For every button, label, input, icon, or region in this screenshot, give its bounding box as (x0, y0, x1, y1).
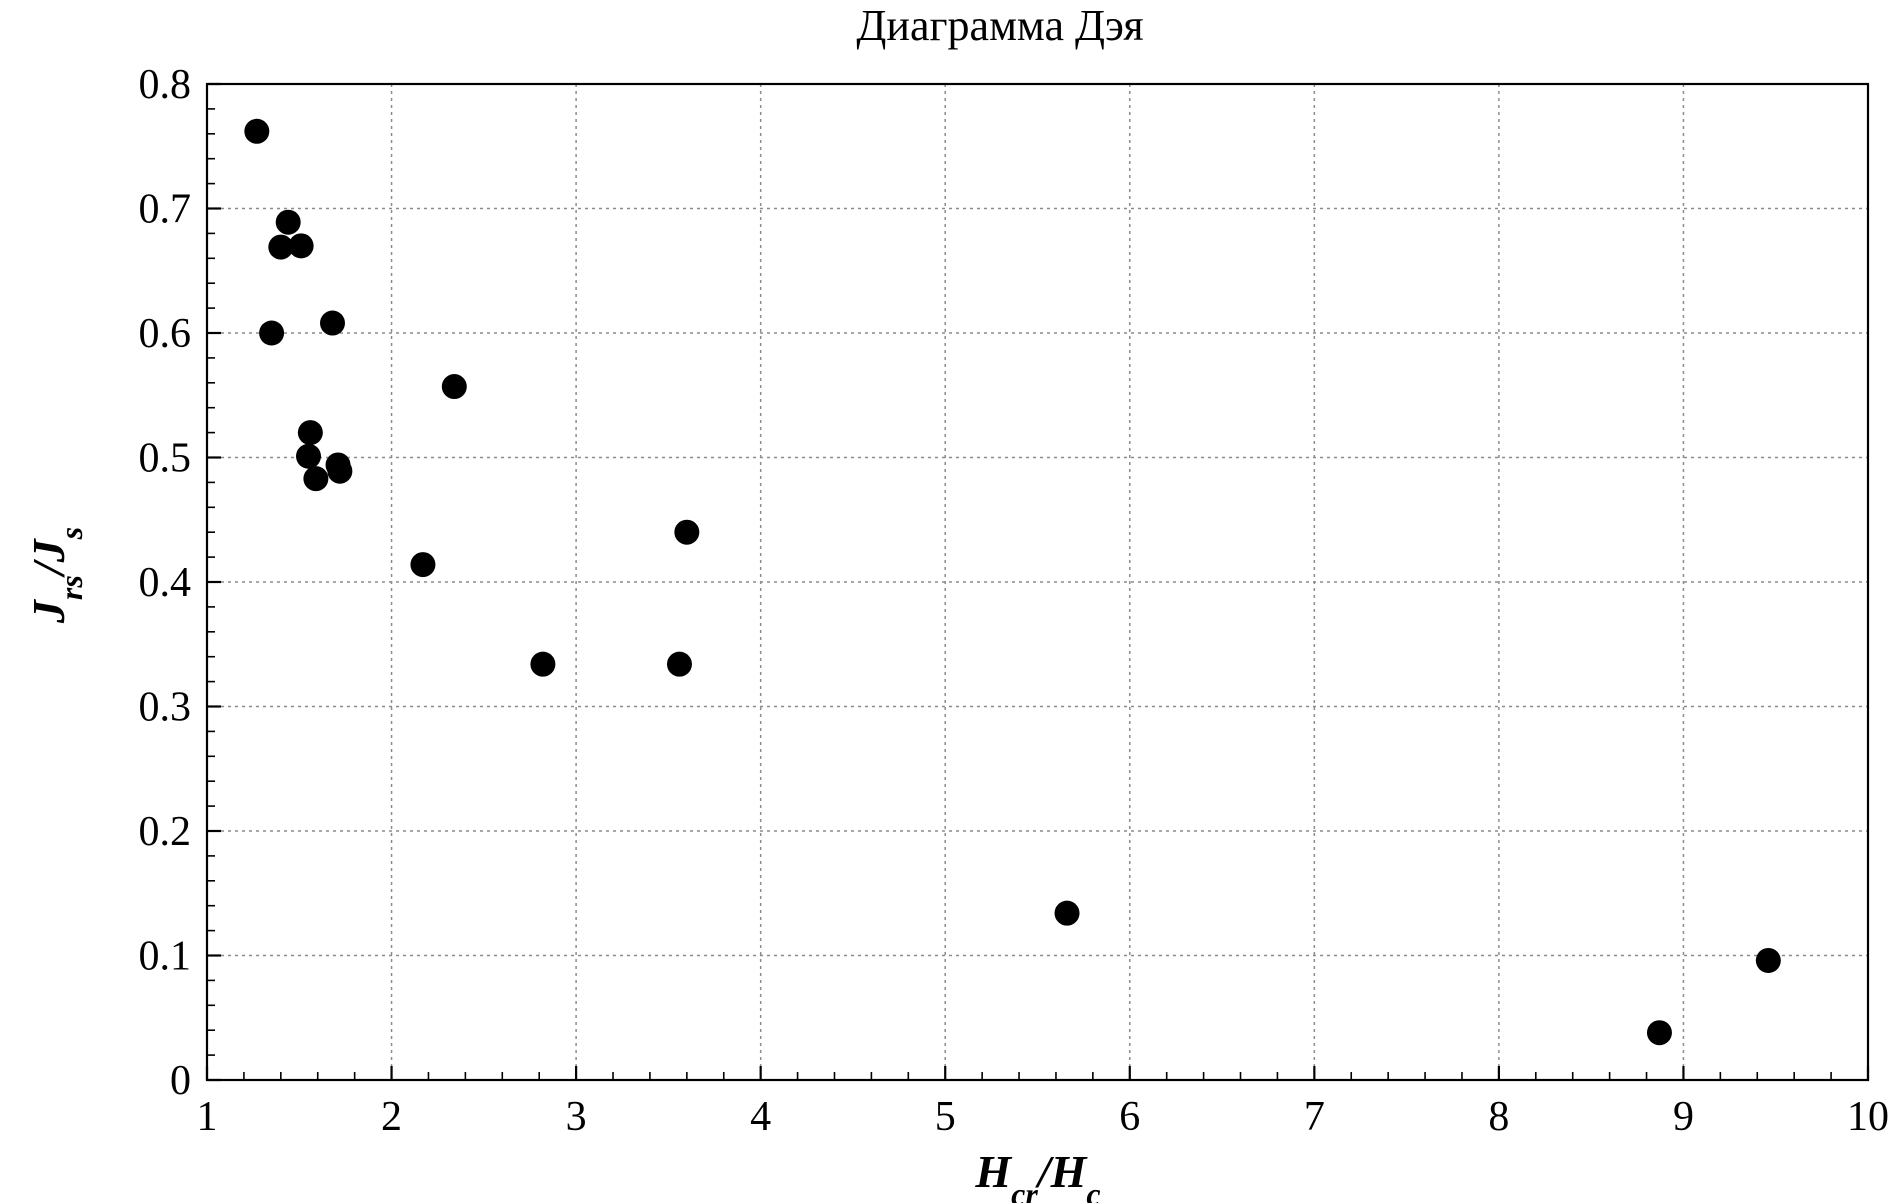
data-point (297, 420, 323, 446)
x-tick-label: 7 (1304, 1094, 1325, 1140)
x-axis-label: Hcr/Hc (974, 1146, 1100, 1203)
y-tick-label: 0.3 (139, 685, 192, 731)
y-axis-label: Jrs/Js (23, 527, 89, 624)
data-point (674, 519, 700, 545)
chart-title: Диаграмма Дэя (856, 1, 1143, 50)
x-tick-label: 5 (935, 1094, 956, 1140)
x-tick-label: 10 (1847, 1094, 1889, 1140)
data-point (1755, 947, 1781, 973)
y-tick-label: 0.1 (139, 934, 192, 980)
data-point (319, 310, 345, 336)
x-tick-label: 4 (750, 1094, 771, 1140)
data-point (275, 209, 301, 235)
x-tick-label: 6 (1119, 1094, 1140, 1140)
x-tick-label: 9 (1673, 1094, 1694, 1140)
x-tick-label: 1 (197, 1094, 218, 1140)
x-tick-labels: 1 2 3 4 5 6 7 8 9 10 (197, 1094, 1890, 1140)
y-tick-label: 0.5 (139, 436, 192, 482)
y-tick-label: 0.6 (139, 311, 192, 357)
data-point (288, 233, 314, 259)
data-point (259, 320, 285, 346)
data-point (268, 234, 294, 260)
y-tick-label: 0 (170, 1058, 191, 1104)
axis-ticks (205, 82, 1870, 1082)
y-tick-label: 0.8 (139, 62, 192, 108)
data-point (327, 458, 353, 484)
data-point (303, 466, 329, 492)
y-tick-labels: 0 0.1 0.2 0.3 0.4 0.5 0.6 0.7 0.8 (139, 62, 192, 1104)
y-tick-label: 0.7 (139, 187, 192, 233)
x-tick-label: 3 (566, 1094, 587, 1140)
data-point (1054, 900, 1080, 926)
x-tick-label: 8 (1488, 1094, 1509, 1140)
y-tick-label: 0.2 (139, 809, 192, 855)
data-point (530, 651, 556, 677)
plot-frame (205, 82, 1870, 1082)
data-point (244, 118, 270, 144)
scatter-points (244, 118, 1781, 1046)
data-point (1646, 1020, 1672, 1046)
data-point (441, 374, 467, 400)
data-point (410, 552, 436, 578)
y-tick-label: 0.4 (139, 560, 192, 606)
data-point (666, 651, 692, 677)
x-tick-label: 2 (381, 1094, 402, 1140)
data-point (296, 443, 322, 469)
grid-lines (207, 84, 1868, 1080)
